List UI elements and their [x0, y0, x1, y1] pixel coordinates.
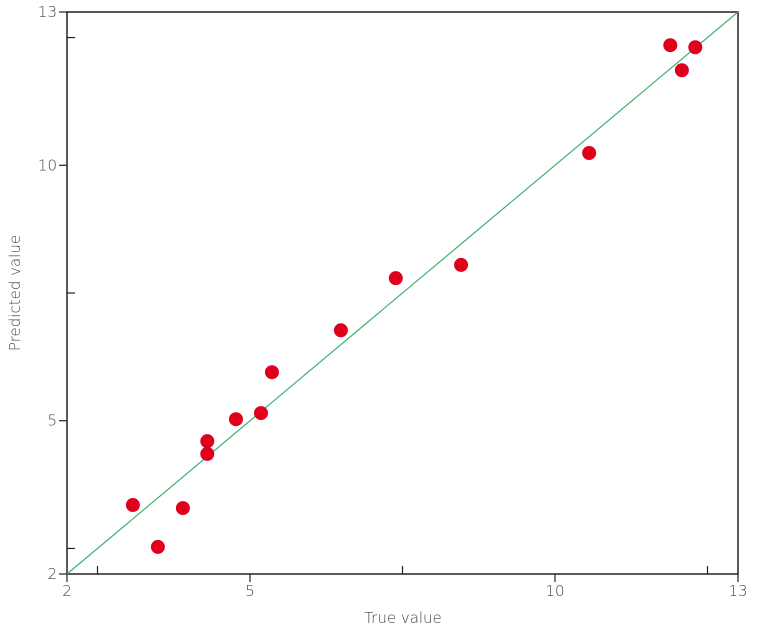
y-tick-label: 5	[47, 412, 57, 430]
y-axis-label: Predicted value	[6, 235, 24, 351]
data-point	[582, 146, 597, 161]
data-point	[200, 446, 215, 461]
data-point	[150, 539, 165, 554]
x-tick-label: 5	[245, 582, 255, 600]
x-tick-label: 10	[545, 582, 564, 600]
x-axis-label: True value	[364, 609, 442, 627]
y-tick-label: 10	[38, 156, 57, 174]
data-point	[175, 501, 190, 516]
data-point	[228, 412, 243, 427]
data-point	[125, 498, 140, 513]
y-tick-label: 13	[38, 3, 57, 21]
data-point	[253, 406, 268, 421]
data-point	[200, 434, 215, 449]
x-tick-label: 13	[728, 582, 747, 600]
data-point	[663, 38, 678, 53]
data-point	[333, 323, 348, 338]
y-tick-label: 2	[47, 565, 57, 583]
data-point	[454, 257, 469, 272]
data-point	[388, 271, 403, 286]
data-point	[688, 40, 703, 55]
data-point	[264, 365, 279, 380]
data-point	[674, 63, 689, 78]
reference-line	[66, 11, 739, 575]
x-tick-label: 2	[62, 582, 72, 600]
